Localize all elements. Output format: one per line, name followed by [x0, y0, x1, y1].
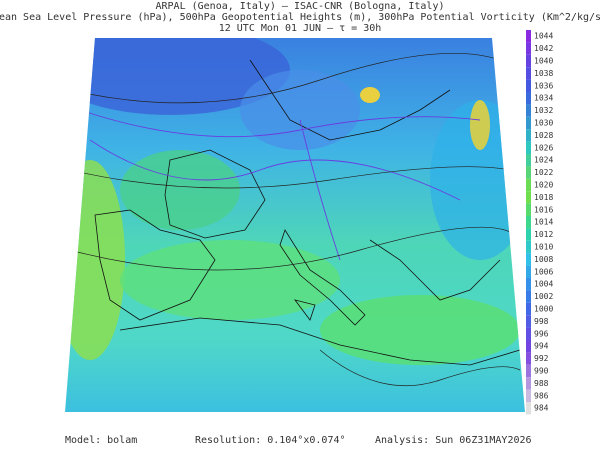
colorbar-swatch — [526, 166, 531, 179]
colorbar-label: 1024 — [534, 156, 553, 165]
colorbar-swatch — [526, 216, 531, 229]
colorbar-label: 1010 — [534, 243, 553, 252]
colorbar-swatch — [526, 104, 531, 117]
colorbar-swatch — [526, 141, 531, 154]
colorbar-label: 1022 — [534, 168, 553, 177]
header-line: Mean Sea Level Pressure (hPa), 500hPa Ge… — [0, 12, 600, 23]
colorbar-swatch — [526, 178, 531, 192]
colorbar-swatch — [526, 315, 531, 328]
colorbar-label: 998 — [534, 317, 549, 326]
colorbar-swatch — [526, 203, 531, 216]
colorbar-swatch — [526, 129, 531, 142]
colorbar-label: 1018 — [534, 193, 553, 202]
footer-analysis: Analysis: Sun 06Z31MAY2026 — [375, 435, 532, 446]
colorbar-label: 996 — [534, 329, 549, 338]
colorbar-label: 1002 — [534, 292, 553, 301]
map — [65, 38, 525, 412]
colorbar-swatch — [526, 67, 531, 80]
colorbar-swatch — [526, 191, 531, 204]
footer-model: Model: bolam — [65, 435, 137, 446]
colorbar-label: 1020 — [534, 181, 553, 190]
colorbar-label: 1000 — [534, 305, 553, 314]
header-line: ARPAL (Genoa, Italy) – ISAC-CNR (Bologna… — [156, 1, 445, 12]
colorbar-swatch — [526, 402, 531, 415]
colorbar-label: 1042 — [534, 44, 553, 53]
footer-resolution: Resolution: 0.104°x0.074° — [195, 435, 346, 446]
colorbar-label: 1014 — [534, 218, 553, 227]
colorbar-swatch — [526, 92, 531, 105]
colorbar-label: 1032 — [534, 106, 553, 115]
colorbar-label: 1028 — [534, 131, 553, 140]
colorbar-label: 1012 — [534, 230, 553, 239]
colorbar-label: 1038 — [534, 69, 553, 78]
colorbar-swatch — [526, 116, 531, 130]
colorbar-label: 1016 — [534, 205, 553, 214]
colorbar-swatch — [526, 352, 531, 365]
header-line: 12 UTC Mon 01 JUN – τ = 30h — [219, 23, 382, 34]
colorbar-swatch — [526, 30, 531, 43]
colorbar-swatch — [526, 340, 531, 353]
colorbar-label: 986 — [534, 391, 549, 400]
colorbar-swatch — [526, 42, 531, 55]
colorbar-label: 1026 — [534, 143, 553, 152]
colorbar-label: 1036 — [534, 81, 553, 90]
colorbar-swatch — [526, 79, 531, 92]
colorbar-swatch — [526, 265, 531, 278]
colorbar-label: 988 — [534, 379, 549, 388]
colorbar-swatch — [526, 228, 531, 241]
colorbar-swatch — [526, 154, 531, 167]
colorbar-label: 1044 — [534, 32, 553, 41]
colorbar-swatch — [526, 377, 531, 390]
colorbar-label: 990 — [534, 367, 549, 376]
colorbar-swatch — [526, 389, 531, 402]
colorbar-swatch — [526, 290, 531, 303]
colorbar-label: 1040 — [534, 57, 553, 66]
colorbar-swatch — [526, 364, 531, 378]
colorbar: 1044 1042 1040 1038 1036 1034 1032 1030 1028 1026… — [526, 30, 553, 415]
colorbar-swatch — [526, 54, 531, 68]
colorbar-label: 984 — [534, 404, 549, 413]
colorbar-label: 1034 — [534, 94, 553, 103]
colorbar-label: 1004 — [534, 280, 553, 289]
colorbar-label: 1030 — [534, 119, 553, 128]
colorbar-swatch — [526, 278, 531, 291]
colorbar-swatch — [526, 327, 531, 340]
colorbar-swatch — [526, 253, 531, 266]
colorbar-swatch — [526, 302, 531, 316]
colorbar-label: 992 — [534, 354, 549, 363]
colorbar-swatch — [526, 240, 531, 254]
colorbar-label: 994 — [534, 342, 549, 351]
colorbar-label: 1008 — [534, 255, 553, 264]
colorbar-label: 1006 — [534, 267, 553, 276]
